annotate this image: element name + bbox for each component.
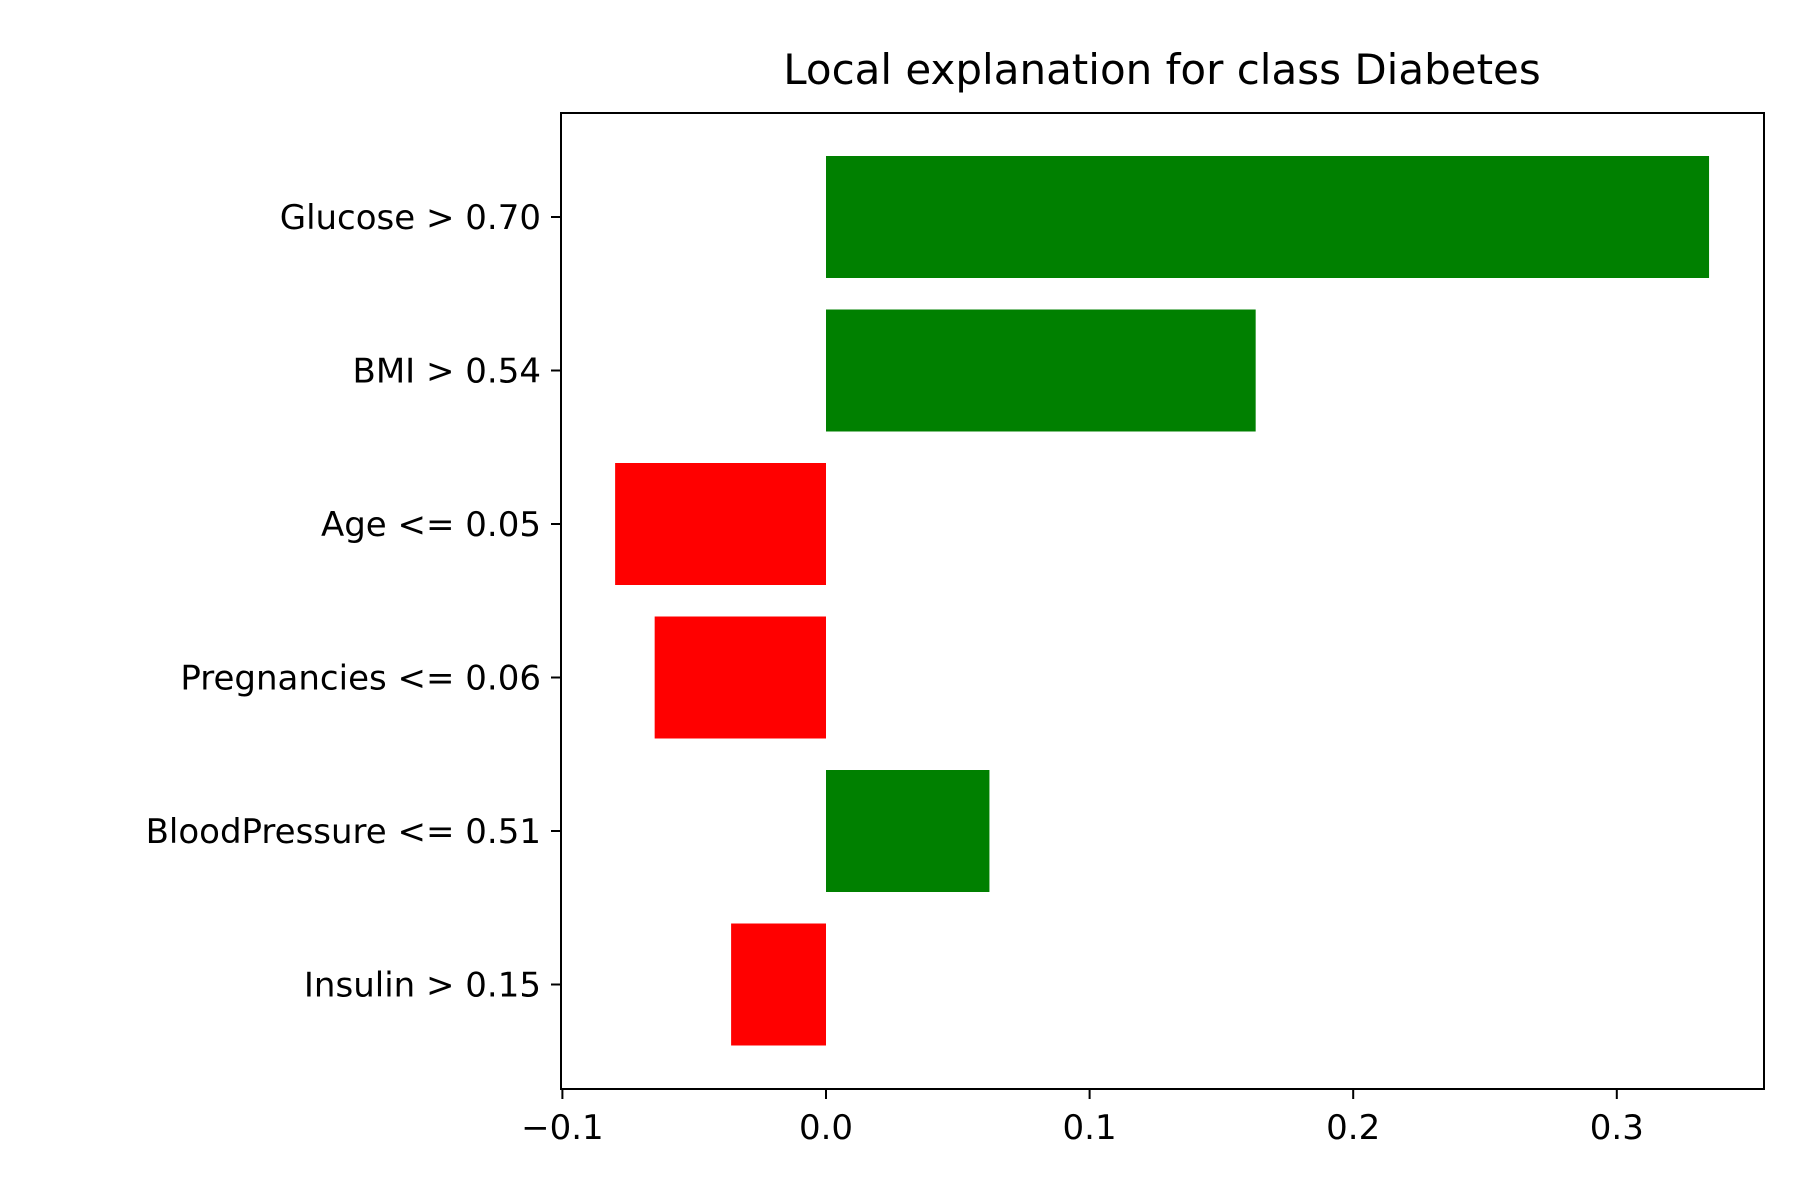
x-tick-label: 0.2: [1326, 1108, 1380, 1148]
plot-frame: [560, 112, 1765, 1090]
y-tick-label: Age <= 0.05: [321, 505, 541, 545]
y-tick-label: Insulin > 0.15: [304, 966, 541, 1006]
x-tick-label: 0.1: [1063, 1108, 1117, 1148]
bar: [615, 463, 826, 585]
y-tick-label: Pregnancies <= 0.06: [180, 659, 541, 699]
x-tick-label: −0.1: [521, 1108, 604, 1148]
bar: [826, 770, 990, 892]
chart-title: Local explanation for class Diabetes: [783, 45, 1541, 94]
x-axis-ticks: −0.1 0.0 0.1 0.2 0.3: [521, 1089, 1644, 1148]
bar: [826, 309, 1256, 432]
y-tick-label: BMI > 0.54: [353, 352, 542, 392]
y-tick-label: Glucose > 0.70: [280, 198, 541, 238]
y-axis-ticks: Glucose > 0.70 BMI > 0.54 Age <= 0.05 Pregn…: [146, 198, 561, 1006]
bar: [731, 923, 826, 1046]
x-tick-label: 0.3: [1590, 1108, 1644, 1148]
bar: [826, 156, 1710, 278]
y-tick-label: BloodPressure <= 0.51: [146, 812, 541, 852]
bars: [615, 156, 1710, 1046]
bar: [654, 616, 826, 739]
x-tick-label: 0.0: [799, 1108, 853, 1148]
